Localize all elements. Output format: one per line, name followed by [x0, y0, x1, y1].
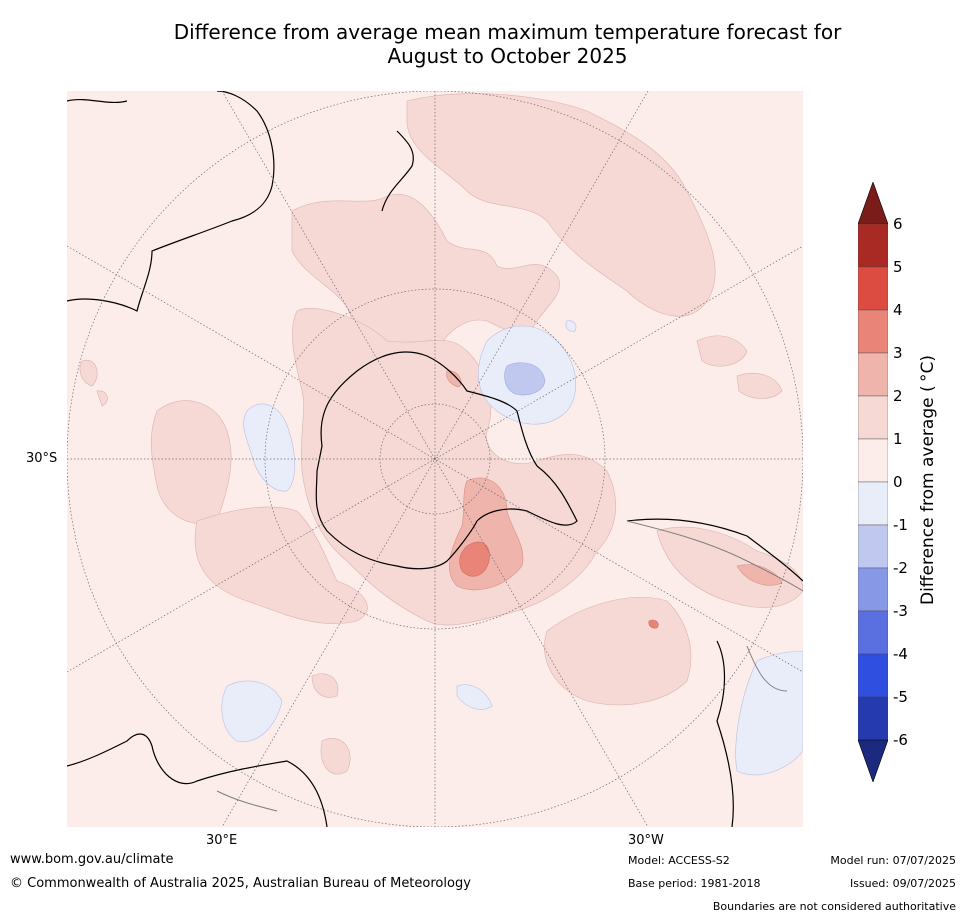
map-canvas [67, 91, 803, 827]
anomaly-1-2-regions [79, 93, 803, 775]
colorbar-extend-bottom [858, 739, 888, 782]
colorbar-band [858, 352, 888, 397]
colorbar-band [858, 266, 888, 311]
footer-base-period: Base period: 1981-2018 [628, 877, 761, 890]
colorbar-tick: -6 [893, 731, 908, 749]
footer-model-run: Model run: 07/07/2025 [830, 854, 956, 867]
colorbar [858, 182, 888, 782]
colorbar-band [858, 438, 888, 483]
anomaly-3-4-regions [459, 541, 659, 629]
colorbar-bands [858, 182, 888, 782]
colorbar-extend-top [858, 182, 888, 225]
coastlines [67, 91, 803, 827]
lon-label-30e: 30°E [206, 833, 238, 848]
colorbar-tick: -5 [893, 688, 908, 706]
colorbar-tick: 1 [893, 430, 903, 448]
graticule [67, 91, 803, 827]
colorbar-band [858, 610, 888, 655]
colorbar-tick: 3 [893, 344, 903, 362]
lat-label-30s: 30°S [26, 451, 58, 466]
footer-model: Model: ACCESS-S2 [628, 854, 730, 867]
colorbar-tick: -2 [893, 559, 908, 577]
colorbar-tick: 4 [893, 301, 903, 319]
chart-title: Difference from average mean maximum tem… [0, 20, 965, 68]
footer-url[interactable]: www.bom.gov.au/climate [10, 852, 174, 867]
colorbar-band [858, 524, 888, 569]
colorbar-tick: 5 [893, 258, 903, 276]
colorbar-tick: -4 [893, 645, 908, 663]
colorbar-band [858, 653, 888, 698]
colorbar-tick: 2 [893, 387, 903, 405]
colorbar-title: Difference from average ( °C) [918, 354, 938, 606]
anomaly-neg-1-2-regions [504, 362, 546, 396]
colorbar-band [858, 567, 888, 612]
lon-label-30w: 30°W [628, 833, 664, 848]
colorbar-band [858, 395, 888, 440]
footer-disclaimer: Boundaries are not considered authoritat… [712, 900, 956, 913]
colorbar-tick: 6 [893, 215, 903, 233]
colorbar-tick: 0 [893, 473, 903, 491]
colorbar-band [858, 223, 888, 268]
borders [216, 520, 803, 812]
colorbar-tick: -3 [893, 602, 908, 620]
polar-map[interactable] [67, 91, 803, 827]
footer-issued: Issued: 09/07/2025 [849, 877, 956, 890]
colorbar-tick: -1 [893, 516, 908, 534]
footer-copyright: © Commonwealth of Australia 2025, Austra… [10, 876, 471, 891]
title-line-1: Difference from average mean maximum tem… [173, 20, 842, 44]
colorbar-band [858, 481, 888, 526]
title-line-2: August to October 2025 [387, 44, 628, 68]
colorbar-band [858, 696, 888, 741]
colorbar-band [858, 309, 888, 354]
